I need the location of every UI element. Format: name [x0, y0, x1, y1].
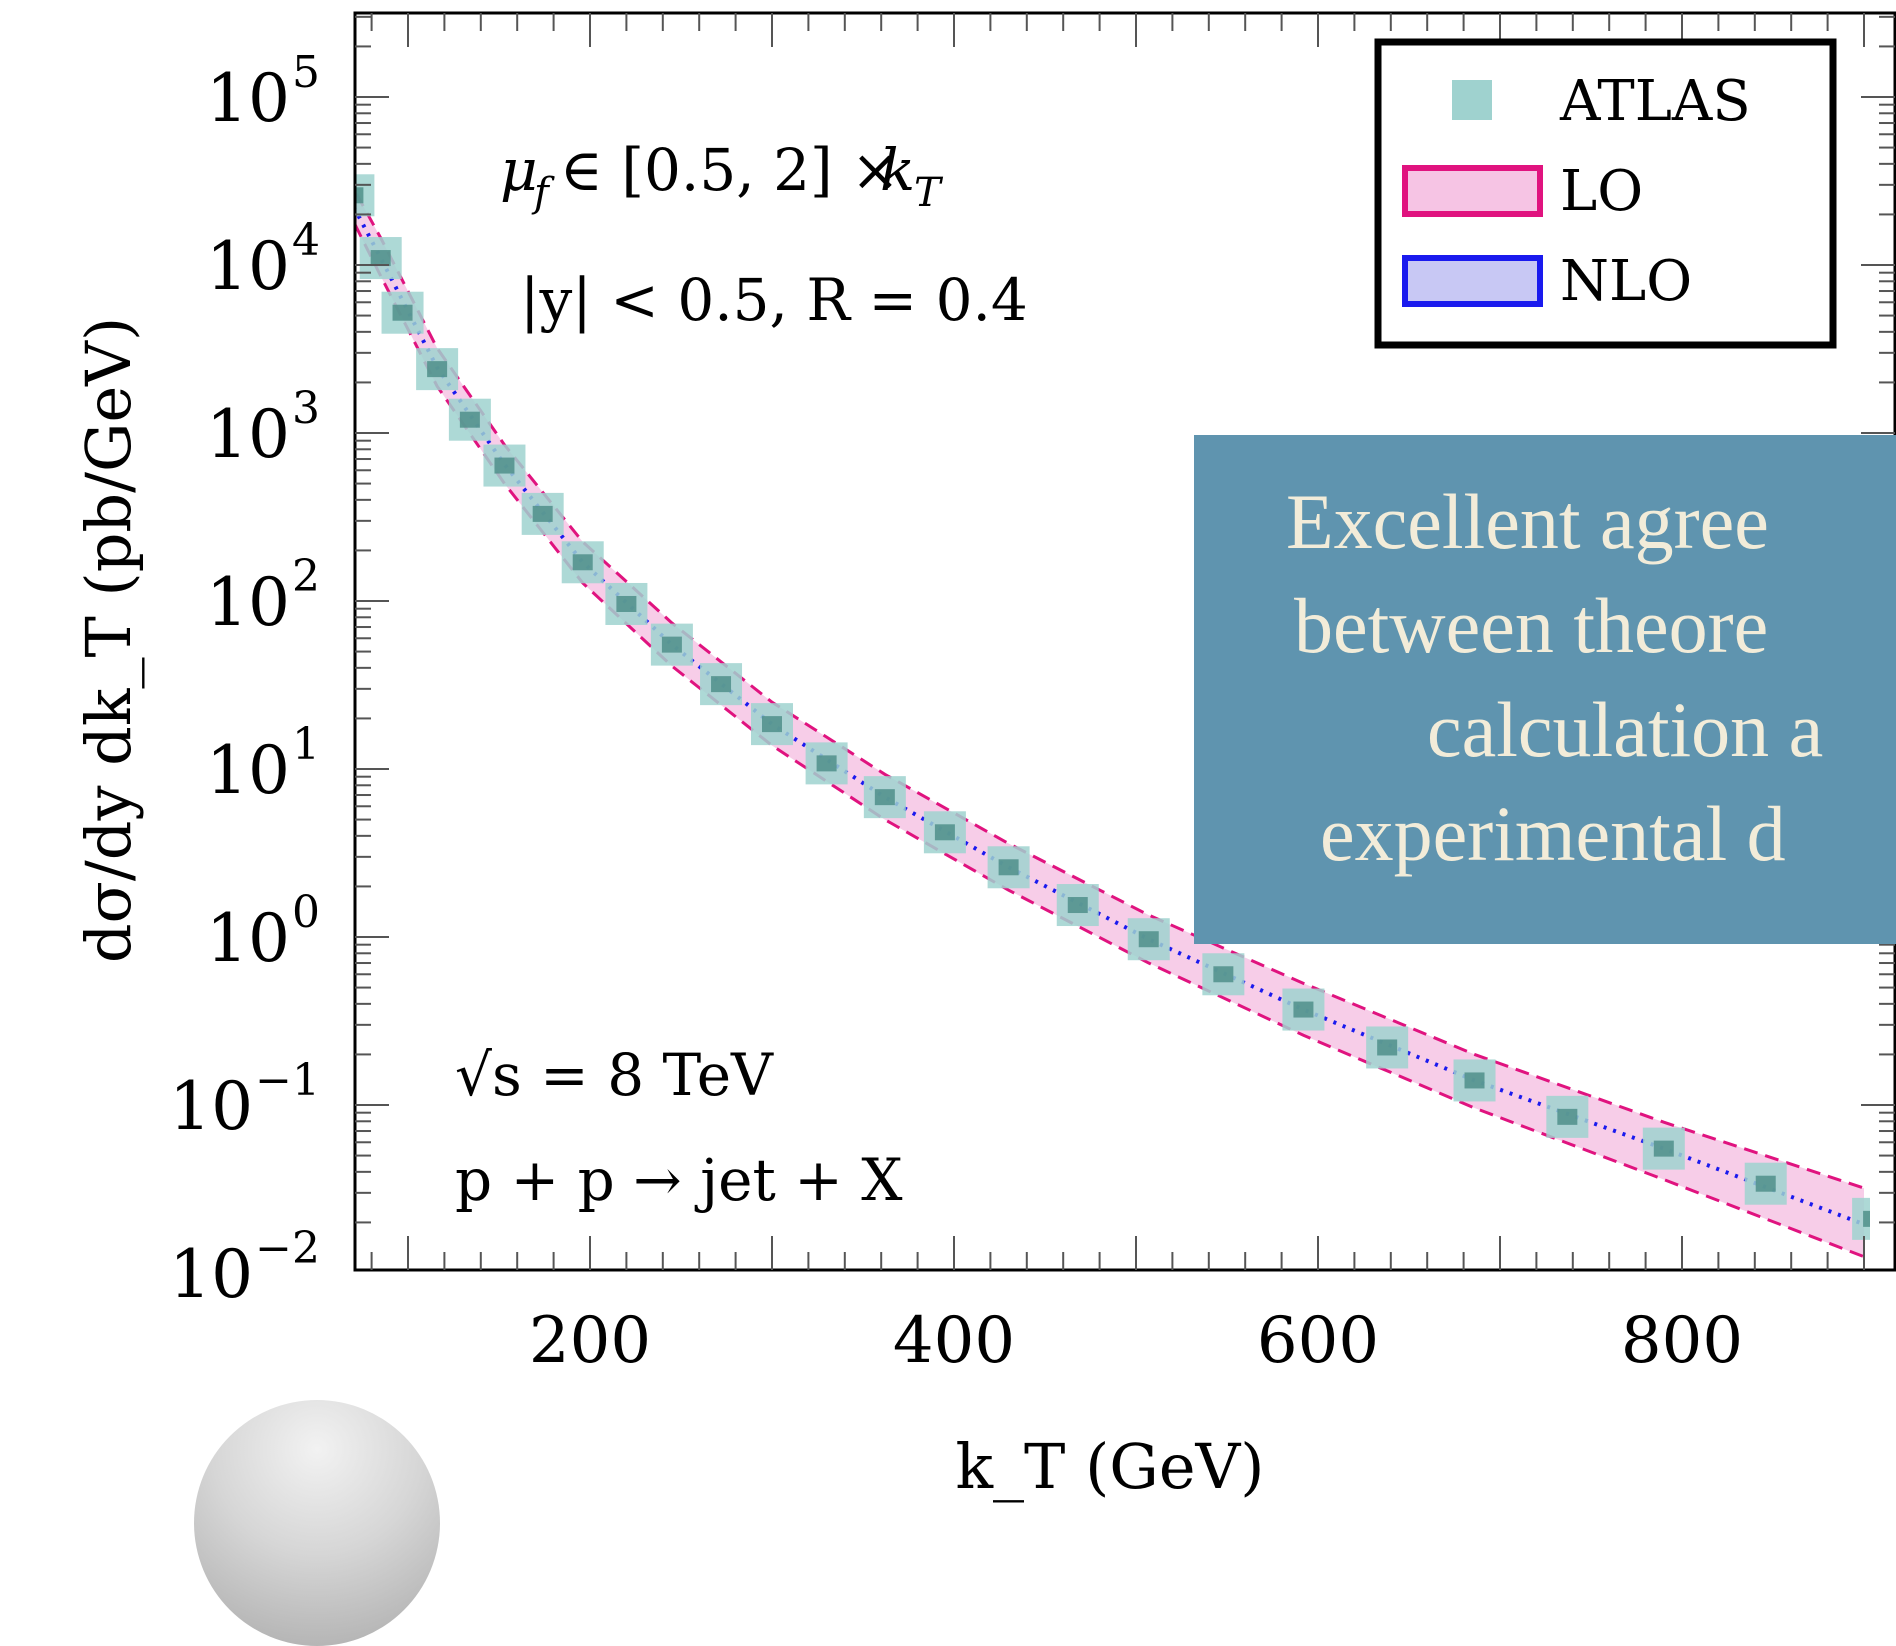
x-axis-label: k_T (GeV)	[955, 1430, 1264, 1503]
atlas-point-core-14	[934, 824, 955, 841]
svg-text:dσ/dy dk_T (pb/GeV): dσ/dy dk_T (pb/GeV)	[72, 317, 145, 963]
x-tick-label-600: 600	[1257, 1304, 1379, 1378]
atlas-point-core-17	[1138, 931, 1159, 948]
atlas-point-core-5	[494, 457, 515, 474]
lo-band-upper-edge	[355, 188, 1865, 1190]
atlas-point-core-20	[1377, 1039, 1398, 1056]
y-tick-label: 10	[169, 1068, 253, 1145]
atlas-point-core-9	[661, 636, 682, 653]
svg-text:f: f	[531, 170, 555, 216]
atlas-point-core-18	[1213, 966, 1234, 983]
y-tick-label: 10	[206, 228, 290, 305]
atlas-point-core-7	[572, 554, 593, 571]
callout-line-4: experimental d	[1320, 790, 1786, 877]
svg-text:T: T	[914, 170, 944, 216]
y-tick-label: 10	[206, 564, 290, 641]
y-tick-exponent: 5	[292, 47, 320, 98]
scale-annotation: μ f ∈ [0.5, 2] × k T	[500, 136, 944, 216]
atlas-point-core-22	[1557, 1108, 1578, 1125]
atlas-point-core-3	[427, 361, 448, 378]
x-tick-label-800: 800	[1621, 1304, 1743, 1378]
atlas-point-core-0	[355, 187, 364, 204]
atlas-point-core-13	[874, 789, 895, 806]
legend-atlas-label: ATLAS	[1559, 69, 1751, 134]
y-axis-label: dσ/dy dk_T (pb/GeV)	[72, 317, 145, 963]
atlas-point-core-11	[762, 716, 782, 733]
y-tick-label: 10	[206, 396, 290, 473]
decorative-sphere	[194, 1400, 440, 1646]
atlas-point-core-19	[1293, 1001, 1314, 1018]
legend-nlo-label: NLO	[1560, 249, 1692, 314]
x-tick-label-200: 200	[529, 1304, 651, 1378]
legend-lo-marker	[1402, 165, 1543, 217]
callout-line-3: calculation a	[1427, 686, 1824, 773]
atlas-point-core-21	[1464, 1072, 1485, 1089]
legend-atlas-marker	[1452, 80, 1492, 120]
svg-text:∈ [0.5, 2] ×: ∈ [0.5, 2] ×	[560, 136, 900, 204]
y-tick-label: 10	[206, 60, 290, 137]
legend: ATLAS LO NLO	[1374, 38, 1837, 349]
process-annotation: p + p → jet + X	[455, 1146, 903, 1214]
atlas-point-0	[355, 174, 375, 217]
atlas-point-core-23	[1653, 1140, 1674, 1157]
atlas-point-core-6	[532, 505, 553, 522]
x-tick-label-400: 400	[893, 1304, 1015, 1378]
lo-band-lower-edge	[355, 221, 1865, 1259]
atlas-point-core-10	[711, 676, 732, 693]
atlas-point-core-15	[998, 859, 1019, 876]
cuts-annotation: |y| < 0.5, R = 0.4	[520, 266, 1028, 334]
agreement-callout: Excellent agree between theore calculati…	[1194, 435, 1896, 944]
legend-lo-label: LO	[1560, 159, 1643, 224]
atlas-point-core-24	[1755, 1175, 1776, 1192]
legend-nlo-marker	[1402, 255, 1543, 307]
svg-text:μ: μ	[500, 136, 538, 204]
y-tick-exponent: 0	[292, 887, 320, 938]
atlas-point-25	[1852, 1197, 1870, 1240]
callout-line-1: Excellent agree	[1286, 478, 1769, 565]
y-tick-exponent: 2	[292, 551, 320, 602]
atlas-point-core-4	[459, 411, 480, 428]
y-tick-exponent: 3	[292, 383, 320, 434]
atlas-point-core-16	[1067, 897, 1088, 914]
lo-band	[355, 191, 1864, 1257]
atlas-point-core-2	[392, 304, 413, 321]
y-tick-exponent: 4	[292, 215, 320, 266]
energy-annotation: √s = 8 TeV	[455, 1041, 774, 1109]
atlas-data-points	[355, 174, 1870, 1240]
svg-text:k: k	[880, 136, 915, 204]
atlas-point-core-8	[616, 595, 637, 612]
atlas-point-core-1	[370, 250, 391, 267]
y-tick-exponent: −1	[255, 1055, 320, 1106]
y-tick-exponent: −2	[255, 1223, 320, 1274]
y-tick-label: 10	[169, 1236, 253, 1313]
y-tick-label: 10	[206, 732, 290, 809]
atlas-point-core-12	[816, 755, 837, 772]
y-tick-exponent: 1	[292, 719, 320, 770]
y-tick-label: 10	[206, 900, 290, 977]
callout-line-2: between theore	[1294, 582, 1769, 669]
atlas-point-core-25	[1863, 1210, 1870, 1227]
